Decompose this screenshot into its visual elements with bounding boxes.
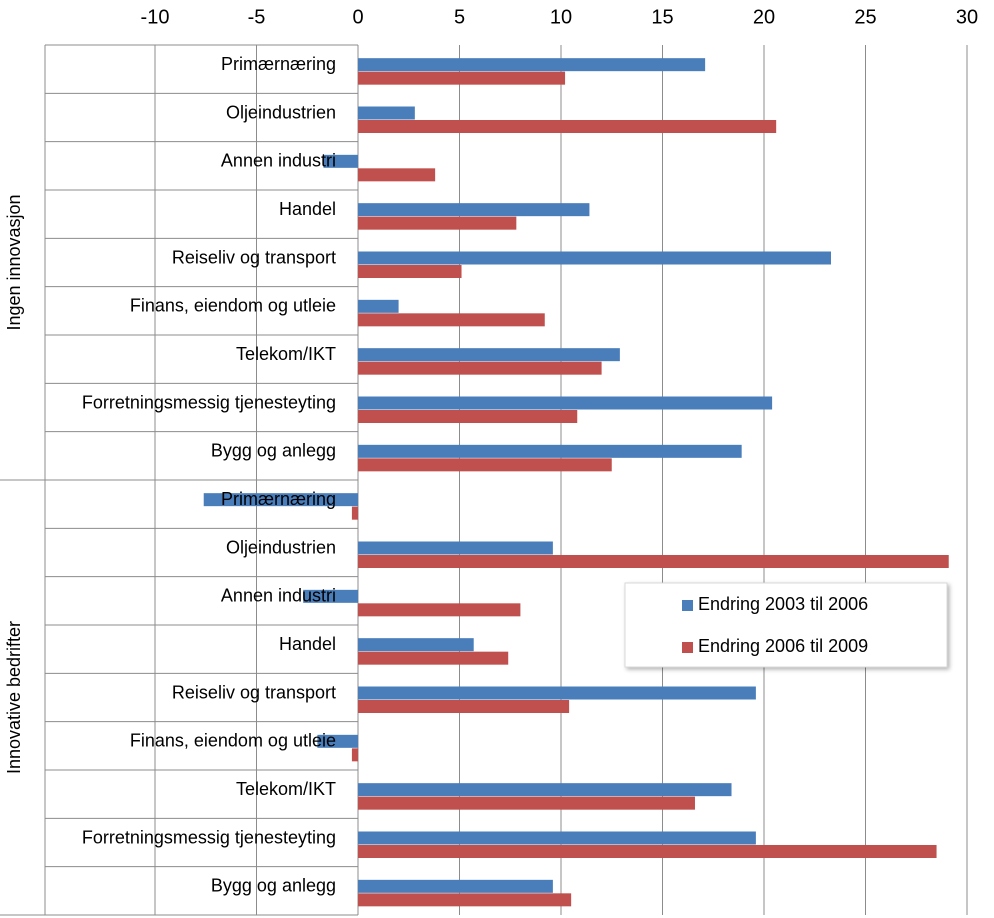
legend-box [624,582,948,668]
bar [323,154,358,168]
bar [358,410,578,423]
x-tick-label: 0 [352,6,363,28]
bar [358,265,462,278]
bar [358,686,756,700]
bar [358,458,612,472]
y-tick-label: Handel [279,634,336,654]
bar [358,106,415,120]
bar [351,506,358,520]
y-tick-label: Primærnæring [221,54,336,74]
bar [358,361,602,375]
y-tick-label: Annen industri [221,151,336,171]
bar [358,313,545,327]
y-tick-label: Oljeindustrien [226,102,336,122]
bar [358,845,937,858]
legend-swatch [682,600,693,611]
x-tick-label: 15 [651,6,673,28]
bar [358,555,949,568]
bar [358,396,773,410]
bar [358,783,732,797]
y-tick-label: Finans, eiendom og utleie [130,296,336,316]
x-tick-label: 20 [753,6,775,28]
bar [358,58,706,72]
bar [303,589,358,603]
y-tick-label: Primærnæring [221,489,336,509]
bar [358,651,509,665]
bar [358,831,756,845]
group-label: Innovative bedrifter [4,621,24,774]
x-tick-label: -5 [248,6,266,28]
group-label: Ingen innovasjon [4,194,24,330]
bar [358,348,620,362]
bar [358,879,553,893]
y-tick-label: Handel [279,199,336,219]
x-tick-label: -10 [141,6,170,28]
y-tick-label: Bygg og anlegg [211,876,336,896]
y-tick-label: Oljeindustrien [226,537,336,557]
bar [358,299,399,313]
x-tick-label: 25 [854,6,876,28]
y-tick-label: Telekom/IKT [236,344,336,364]
x-tick-label: 30 [956,6,978,28]
bar [358,120,777,133]
bar [358,444,742,458]
bar [358,893,572,907]
y-tick-label: Bygg og anlegg [211,441,336,461]
bar [358,603,521,617]
y-tick-label: Reiseliv og transport [172,682,336,702]
bar [203,493,358,507]
bar [358,203,590,217]
bar [358,700,570,713]
bar [358,168,436,182]
bar [358,251,831,265]
bar [358,541,553,555]
x-tick-label: 5 [454,6,465,28]
legend-label: Endring 2006 til 2009 [698,636,868,656]
bar [358,638,474,652]
legend-swatch [682,642,693,653]
bar [358,216,517,230]
y-tick-label: Forretningsmessig tjenesteyting [82,827,336,847]
y-tick-label: Finans, eiendom og utleie [130,731,336,751]
bar [358,71,566,85]
y-tick-label: Annen industri [221,586,336,606]
x-tick-label: 10 [550,6,572,28]
y-tick-label: Forretningsmessig tjenesteyting [82,392,336,412]
bar [351,748,358,762]
bar [358,796,695,810]
y-tick-label: Reiseliv og transport [172,247,336,267]
bar [317,734,358,748]
legend-label: Endring 2003 til 2006 [698,594,868,614]
y-tick-label: Telekom/IKT [236,779,336,799]
